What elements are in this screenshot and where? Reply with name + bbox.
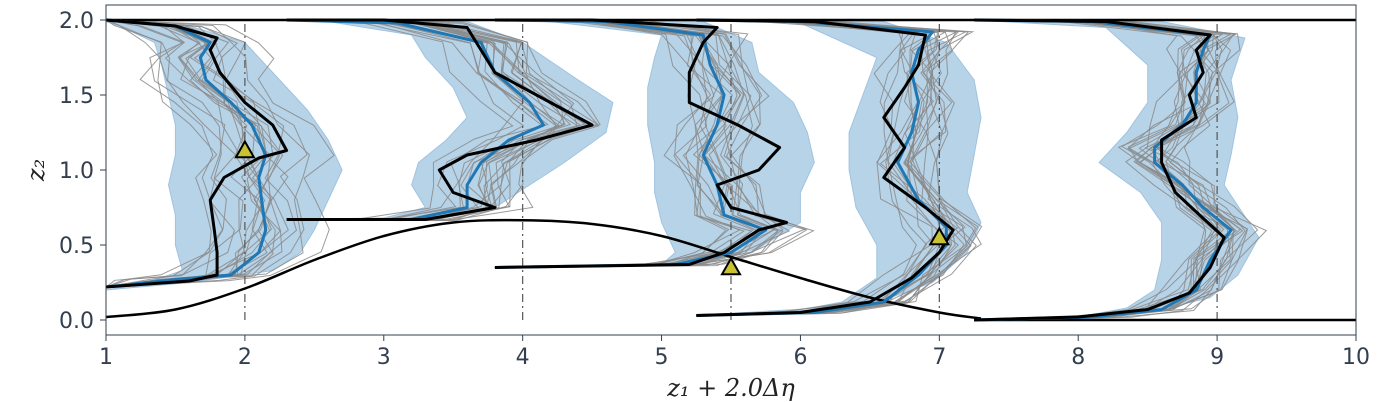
- ensemble-member-line: [494, 19, 741, 268]
- ensemble-member-line: [105, 19, 298, 288]
- y-tick-label: 0.0: [59, 309, 94, 334]
- ensemble-member-line: [696, 19, 933, 316]
- reference-profile-line: [696, 18, 955, 317]
- y-tick-label: 2.0: [59, 9, 94, 34]
- hill-boundary-line: [105, 218, 982, 320]
- ensemble-member-line: [286, 19, 525, 220]
- sensor-marker: [234, 139, 256, 159]
- ensemble-member-line: [494, 19, 730, 268]
- x-tick-label: 8: [1071, 345, 1085, 370]
- x-tick-label: 4: [516, 345, 530, 370]
- reference-profile-line: [286, 18, 594, 221]
- ensemble-member-line: [974, 19, 1213, 321]
- ensemble-member-line: [974, 19, 1206, 321]
- ensemble-member-line: [974, 19, 1268, 321]
- ensemble-member-line: [494, 19, 727, 268]
- ensemble-member-line: [105, 19, 224, 288]
- ensemble-member-line: [105, 19, 244, 288]
- x-tick-label: 5: [655, 345, 669, 370]
- sensor-markers: [234, 139, 951, 276]
- x-tick-label: 3: [377, 345, 391, 370]
- ensemble-member-line: [105, 19, 335, 288]
- ensemble-member-line: [696, 19, 979, 316]
- ensemble-member-line: [974, 19, 1217, 321]
- ensemble-member-line: [105, 19, 218, 288]
- sensor-marker: [720, 256, 742, 276]
- ensemble-member-line: [494, 19, 815, 268]
- ensemble-mean-line: [974, 18, 1233, 322]
- x-tick-label: 6: [793, 345, 807, 370]
- ensemble-member-line: [696, 19, 983, 316]
- ensemble-member-line: [974, 19, 1259, 321]
- reference-profile-line: [105, 18, 289, 289]
- ensemble-member-line: [105, 19, 227, 288]
- ensemble-member-line: [696, 19, 968, 316]
- y-tick-label: 1.5: [59, 84, 94, 109]
- uncertainty-band: [105, 21, 343, 291]
- ensemble-member-line: [105, 19, 310, 288]
- ensemble-member-line: [286, 19, 549, 220]
- x-tick-label: 1: [99, 345, 113, 370]
- ensemble-member-line: [696, 19, 965, 316]
- ensemble-member-line: [696, 19, 917, 316]
- ensemble-mean-line: [494, 18, 768, 269]
- ensemble-mean-line: [696, 18, 948, 317]
- ensemble-member-line: [494, 19, 753, 268]
- ensemble-member-line: [494, 19, 779, 268]
- ensemble-member-line: [696, 19, 928, 316]
- axis-ticks: 1 2 3 4 5 6 7 8 9 10 0.0 0.5 1.0 1.5 2.0: [59, 9, 1370, 370]
- ensemble-member-line: [105, 19, 281, 288]
- ensemble-member-line: [494, 19, 807, 268]
- ensemble-member-line: [105, 19, 237, 288]
- ensemble-member-line: [105, 19, 271, 288]
- ensemble-member-line: [105, 19, 308, 288]
- ensemble-member-line: [974, 19, 1216, 321]
- x-tick-label: 2: [238, 345, 252, 370]
- x-axis-label: z₁ + 2.0Δη: [666, 374, 795, 402]
- reference-profile-line: [494, 18, 789, 269]
- ensemble-member-line: [286, 19, 524, 220]
- sensor-marker: [928, 226, 951, 246]
- y-tick-label: 1.0: [59, 159, 94, 184]
- ensemble-member-line: [286, 19, 514, 220]
- x-tick-label: 10: [1342, 345, 1370, 370]
- x-tick-label: 7: [932, 345, 946, 370]
- y-axis-label: z₂: [22, 159, 50, 182]
- ensemble-mean-lines: [105, 18, 1233, 322]
- ensemble-member-line: [286, 19, 600, 220]
- ensemble-member-line: [105, 19, 284, 288]
- y-tick-label: 0.5: [59, 234, 94, 259]
- x-tick-label: 9: [1210, 345, 1224, 370]
- ensemble-member-line: [696, 19, 977, 316]
- ensemble-mean-line: [286, 18, 545, 221]
- reference-profile-lines: [105, 18, 1226, 322]
- reference-profile-line: [974, 18, 1226, 322]
